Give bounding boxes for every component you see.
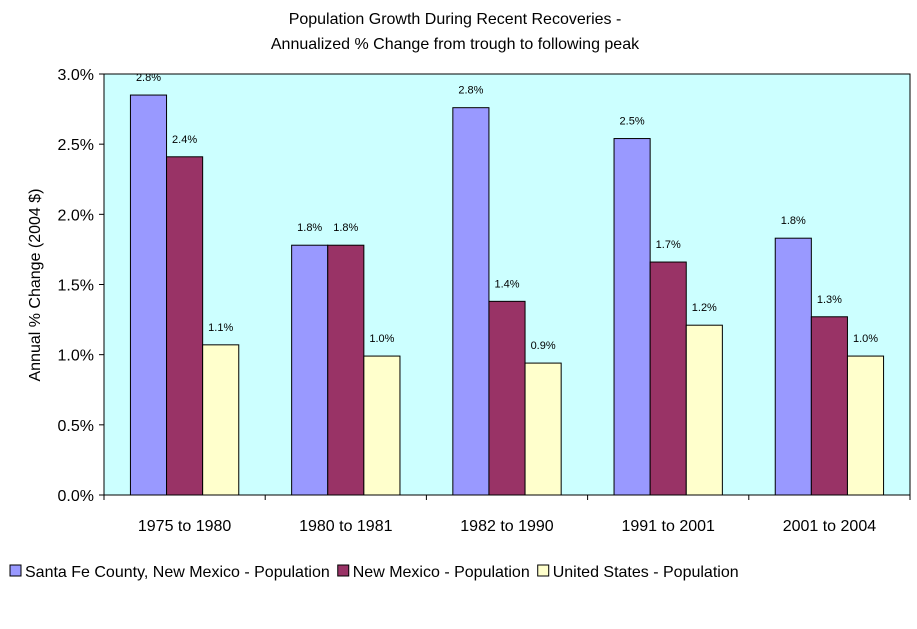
legend-label: Santa Fe County, New Mexico - Population <box>25 564 330 581</box>
data-label: 1.3% <box>817 294 842 306</box>
bar <box>166 156 204 496</box>
y-tick-label: 2.0% <box>58 207 94 224</box>
x-tick-label: 2001 to 2004 <box>783 518 877 535</box>
bar <box>613 138 651 496</box>
data-label: 2.4% <box>172 134 197 146</box>
data-label: 1.0% <box>369 333 394 345</box>
data-label: 1.7% <box>656 239 681 251</box>
data-label: 1.8% <box>297 222 322 234</box>
bar <box>452 107 490 496</box>
bar <box>649 261 687 496</box>
data-label: 2.5% <box>620 116 645 128</box>
y-tick-label: 0.5% <box>58 418 94 435</box>
bar <box>327 244 365 496</box>
data-label: 2.8% <box>458 85 483 97</box>
data-label: 1.8% <box>333 222 358 234</box>
data-label: 0.9% <box>531 340 556 352</box>
bar <box>202 344 240 496</box>
legend-swatch <box>537 564 550 577</box>
legend-item: New Mexico - Population <box>337 564 530 581</box>
bar <box>488 300 526 496</box>
x-tick-label: 1975 to 1980 <box>138 518 232 535</box>
data-label: 1.4% <box>494 278 519 290</box>
bar <box>685 324 723 496</box>
bar <box>774 237 812 496</box>
x-tick-label: 1980 to 1981 <box>299 518 393 535</box>
data-label: 1.1% <box>208 322 233 334</box>
bar <box>129 94 168 496</box>
chart-subtitle: Annualized % Change from trough to follo… <box>271 36 640 53</box>
legend-label: New Mexico - Population <box>353 564 530 581</box>
data-label: 1.2% <box>692 302 717 314</box>
data-label: 2.8% <box>136 72 161 84</box>
data-label: 1.8% <box>781 215 806 227</box>
legend-item: Santa Fe County, New Mexico - Population <box>9 564 330 581</box>
y-tick-label: 0.0% <box>58 488 94 505</box>
bar <box>291 244 329 496</box>
legend-label: United States - Population <box>553 564 739 581</box>
x-tick-label: 1982 to 1990 <box>460 518 554 535</box>
legend-item: United States - Population <box>537 564 739 581</box>
y-tick-label: 3.0% <box>58 67 94 84</box>
legend-swatch <box>9 564 22 577</box>
bar <box>524 362 562 496</box>
y-tick-label: 2.5% <box>58 137 94 154</box>
x-tick-label: 1991 to 2001 <box>621 518 715 535</box>
y-axis-label: Annual % Change (2004 $) <box>27 188 44 381</box>
bar <box>363 355 401 496</box>
y-tick-label: 1.0% <box>58 348 94 365</box>
chart-title: Population Growth During Recent Recoveri… <box>289 11 622 28</box>
legend-swatch <box>337 564 350 577</box>
y-tick-label: 1.5% <box>58 278 94 295</box>
data-label: 1.0% <box>853 333 878 345</box>
bar <box>810 316 848 496</box>
bar <box>846 355 885 496</box>
